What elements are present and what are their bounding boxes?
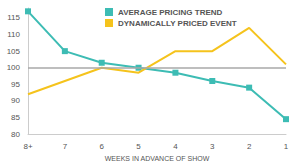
svg-text:3: 3 bbox=[210, 142, 215, 151]
svg-text:95: 95 bbox=[11, 80, 20, 89]
svg-text:115: 115 bbox=[7, 13, 20, 22]
svg-text:1: 1 bbox=[284, 142, 289, 151]
svg-text:5: 5 bbox=[136, 142, 141, 151]
svg-text:85: 85 bbox=[11, 113, 20, 122]
svg-text:2: 2 bbox=[247, 142, 252, 151]
svg-text:7: 7 bbox=[63, 142, 68, 151]
svg-text:8+: 8+ bbox=[23, 142, 32, 151]
svg-text:105: 105 bbox=[7, 47, 21, 56]
svg-text:80: 80 bbox=[11, 130, 20, 139]
svg-text:100: 100 bbox=[7, 63, 21, 72]
svg-text:90: 90 bbox=[11, 96, 20, 105]
svg-text:DYNAMICALLY PRICED EVENT: DYNAMICALLY PRICED EVENT bbox=[118, 19, 237, 28]
svg-text:WEEKS IN ADVANCE OF SHOW: WEEKS IN ADVANCE OF SHOW bbox=[105, 155, 210, 162]
svg-text:6: 6 bbox=[99, 142, 104, 151]
svg-text:AVERAGE PRICING TREND: AVERAGE PRICING TREND bbox=[118, 8, 223, 17]
svg-text:4: 4 bbox=[173, 142, 178, 151]
svg-text:110: 110 bbox=[7, 30, 20, 39]
